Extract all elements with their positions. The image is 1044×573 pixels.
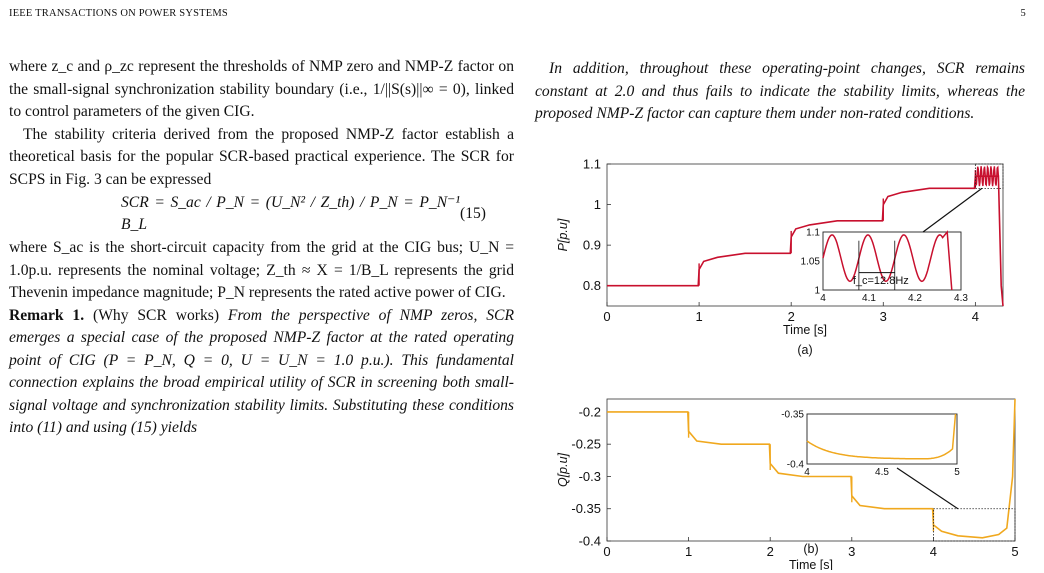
zoom-region-box bbox=[974, 163, 1004, 189]
y-tick-label: 0.9 bbox=[583, 238, 601, 253]
remark-text: From the perspective of NMP zeros, SCR e… bbox=[9, 306, 514, 437]
x-tick-label: 2 bbox=[788, 309, 795, 324]
x-tick-label: 0 bbox=[603, 309, 610, 324]
x-tick-label: 1 bbox=[685, 544, 692, 559]
inset-x-tick-label: 4.5 bbox=[875, 467, 889, 478]
right-column-text: In addition, throughout these operating-… bbox=[535, 58, 1025, 126]
inset-x-tick-label: 4.2 bbox=[908, 293, 922, 304]
y-tick-label: -0.2 bbox=[579, 404, 601, 419]
axes-box bbox=[606, 163, 1004, 307]
inset-x-tick-label: 4 bbox=[804, 467, 810, 478]
x-axis-label: Time [s] bbox=[783, 323, 827, 337]
inset-y-tick-label: -0.35 bbox=[781, 410, 804, 421]
figure-svg: 0 1 2 3 4 0.8 0.9 1 1.1 Time [s] P[p.u] (a) 4 4.1 4.2 4… bbox=[556, 157, 1019, 571]
paragraph-thresholds: where z_c and ρ_zc represent the thresho… bbox=[9, 58, 514, 120]
inset-series-line bbox=[822, 230, 953, 291]
zoom-pointer bbox=[896, 467, 959, 510]
remark-label: Remark 1. bbox=[9, 306, 85, 324]
paragraph-operating-point: In addition, throughout these operating-… bbox=[535, 60, 1025, 122]
inset-y-tick-label: -0.4 bbox=[787, 460, 805, 471]
series-line bbox=[607, 398, 1016, 539]
inset-y-tick-label: 1.1 bbox=[806, 228, 820, 239]
y-tick-label: -0.35 bbox=[571, 501, 601, 516]
page-number: 5 bbox=[1020, 8, 1026, 19]
x-tick-label: 3 bbox=[880, 309, 887, 324]
y-axis-label: Q[p.u] bbox=[556, 452, 570, 487]
y-tick-label: 1.1 bbox=[583, 157, 601, 172]
x-tick-label: 2 bbox=[767, 544, 774, 559]
y-tick-label: -0.25 bbox=[571, 437, 601, 452]
remark-1: Remark 1. (Why SCR works) From the persp… bbox=[9, 305, 514, 440]
x-tick-label: 4 bbox=[972, 309, 979, 324]
zoom-pointer bbox=[922, 187, 983, 233]
inset-y-tick-label: 1 bbox=[814, 286, 820, 297]
x-tick-label: 1 bbox=[695, 309, 702, 324]
left-column: where z_c and ρ_zc represent the thresho… bbox=[9, 56, 514, 440]
x-tick-label: 4 bbox=[930, 544, 937, 559]
paragraph-definitions: where S_ac is the short-circuit capacity… bbox=[9, 239, 514, 301]
x-tick-label: 0 bbox=[603, 544, 610, 559]
axes-box bbox=[606, 398, 1016, 542]
inset-y-tick-label: 1.05 bbox=[801, 257, 821, 268]
inset-x-tick-label: 5 bbox=[954, 467, 960, 478]
x-tick-label: 5 bbox=[1011, 544, 1018, 559]
inset-series-line bbox=[806, 413, 957, 460]
figure: 0 1 2 3 4 0.8 0.9 1 1.1 Time [s] P[p.u] (a) 4 4.1 4.2 4… bbox=[545, 150, 1025, 571]
x-axis-label: Time [s] bbox=[789, 558, 833, 570]
remark-title: (Why SCR works) bbox=[93, 306, 220, 324]
inset-axes bbox=[806, 413, 958, 465]
inset-x-tick-label: 4.3 bbox=[954, 293, 968, 304]
figure-caption: (a) bbox=[797, 343, 812, 357]
inset-axes bbox=[822, 231, 962, 291]
chart-panel-2: 0 1 2 3 4 5 -0.2 -0.25 -0.3 -0.35 -0.4 Time [s] Q[p.… bbox=[556, 398, 1019, 570]
equation-15: SCR = S_ac / P_N = (U_N² / Z_th) / P_N =… bbox=[9, 191, 514, 237]
inset-x-tick-label: 4 bbox=[820, 293, 826, 304]
paragraph-scr-basis: The stability criteria derived from the … bbox=[9, 125, 514, 188]
figure-caption: (b) bbox=[803, 542, 818, 556]
frequency-annotation: f_c=12.8Hz bbox=[853, 275, 909, 287]
equation-15-number: (15) bbox=[460, 204, 486, 222]
y-tick-label: -0.3 bbox=[579, 469, 601, 484]
y-axis-label: P[p.u] bbox=[556, 218, 570, 251]
journal-header: IEEE TRANSACTIONS ON POWER SYSTEMS bbox=[9, 8, 228, 19]
inset-x-tick-label: 4.1 bbox=[862, 293, 876, 304]
equation-15-body: SCR = S_ac / P_N = (U_N² / Z_th) / P_N =… bbox=[121, 193, 461, 234]
x-tick-label: 3 bbox=[848, 544, 855, 559]
y-tick-label: 0.8 bbox=[583, 278, 601, 293]
chart-panel-1: 0 1 2 3 4 0.8 0.9 1 1.1 Time [s] P[p.u] (a) 4 4.1 4.2 4… bbox=[556, 157, 1004, 357]
y-tick-label: 1 bbox=[594, 197, 601, 212]
y-tick-label: -0.4 bbox=[579, 534, 601, 549]
zoom-region-box bbox=[932, 508, 1016, 542]
oscillation-burst bbox=[974, 164, 1000, 188]
